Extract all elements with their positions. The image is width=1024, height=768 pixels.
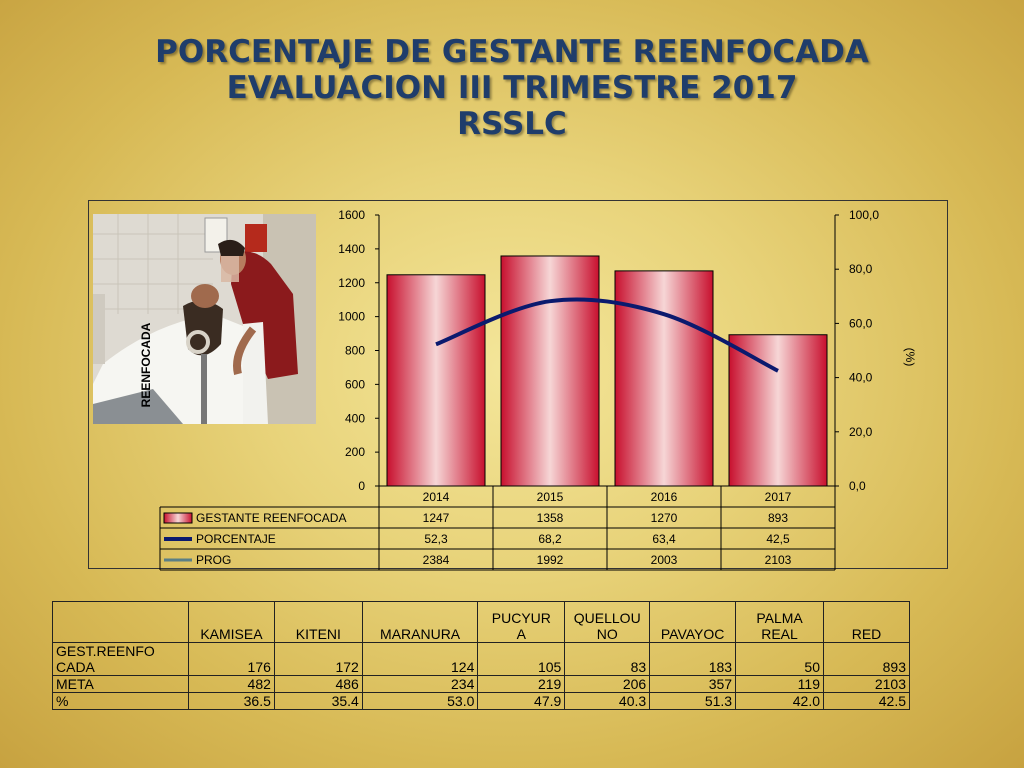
legend-data-value: 42,5 bbox=[766, 532, 790, 546]
table-cell: 357 bbox=[649, 675, 737, 693]
table-cell: 36.5 bbox=[188, 692, 275, 710]
y2-tick-label: 0,0 bbox=[849, 479, 866, 493]
table-cell: 42.5 bbox=[823, 692, 910, 710]
y-tick-label: 1400 bbox=[338, 242, 365, 256]
row-label: META bbox=[52, 675, 189, 693]
y2-tick-label: 40,0 bbox=[849, 371, 873, 385]
column-header: RED bbox=[823, 601, 910, 643]
y-tick-label: 1000 bbox=[338, 310, 365, 324]
legend-key-bar bbox=[163, 512, 193, 524]
y-tick-label: 800 bbox=[345, 344, 365, 358]
legend-data-value: 2003 bbox=[651, 553, 678, 567]
title-line-1: PORCENTAJE DE GESTANTE REENFOCADA bbox=[155, 34, 869, 70]
column-header: PAVAYOC bbox=[649, 601, 737, 643]
legend-series-name: GESTANTE REENFOCADA bbox=[196, 511, 346, 525]
table-cell: 893 bbox=[823, 642, 910, 676]
row-label: GEST.REENFO CADA bbox=[52, 642, 189, 676]
column-header: QUELLOU NO bbox=[564, 601, 651, 643]
y2-axis-label: (%) bbox=[903, 348, 917, 367]
legend-data-value: 52,3 bbox=[424, 532, 448, 546]
legend-series-name: PORCENTAJE bbox=[196, 532, 276, 546]
photo-illustration bbox=[93, 214, 316, 424]
bar-gestante-2015 bbox=[500, 255, 600, 487]
y2-tick-label: 60,0 bbox=[849, 316, 873, 330]
title-line-2: EVALUACION III TRIMESTRE 2017 bbox=[226, 70, 798, 106]
y-axis-label: REENFOCADA bbox=[139, 322, 153, 407]
y-tick-label: 600 bbox=[345, 377, 365, 391]
table-cell: 53.0 bbox=[361, 692, 479, 710]
column-header: KITENI bbox=[273, 601, 363, 643]
table-cell: 83 bbox=[564, 642, 651, 676]
bars-group bbox=[386, 255, 828, 487]
table-cell: 2103 bbox=[823, 675, 910, 693]
y-tick-label: 400 bbox=[345, 411, 365, 425]
y2-tick-label: 100,0 bbox=[849, 208, 879, 222]
column-header: MARANURA bbox=[361, 601, 479, 643]
table-cell: 486 bbox=[273, 675, 363, 693]
table-cell: 482 bbox=[188, 675, 275, 693]
legend-data-value: 68,2 bbox=[538, 532, 562, 546]
table-cell: 234 bbox=[361, 675, 479, 693]
title-line-3: RSSLC bbox=[457, 106, 567, 142]
table-cell: 105 bbox=[477, 642, 566, 676]
district-table: KAMISEA KITENI MARANURA PUCYUR A QUELLOU NO PAV… bbox=[52, 601, 910, 710]
y2-tick-label: 80,0 bbox=[849, 262, 873, 276]
legend-data-value: 1992 bbox=[537, 553, 564, 567]
row-label: % bbox=[52, 692, 189, 710]
bar-gestante-2014 bbox=[386, 274, 486, 487]
legend-data-value: 1270 bbox=[651, 511, 678, 525]
bar-gestante-2017 bbox=[728, 334, 828, 487]
table-cell: 35.4 bbox=[273, 692, 363, 710]
column-header bbox=[52, 601, 189, 643]
legend-data-value: 2384 bbox=[423, 553, 450, 567]
table-cell: 219 bbox=[477, 675, 566, 693]
column-header: PUCYUR A bbox=[477, 601, 566, 643]
table-header-row: KAMISEA KITENI MARANURA PUCYUR A QUELLOU NO PAV… bbox=[52, 601, 910, 643]
legend-data-value: 1358 bbox=[537, 511, 564, 525]
bar-gestante-2016 bbox=[614, 270, 714, 487]
table-cell: 119 bbox=[735, 675, 824, 693]
axes-group: 0 200 400 600 800 1000 1200 1400 1600 0,0 20,0 40,0… bbox=[338, 208, 879, 493]
legend-data-value: 893 bbox=[768, 511, 788, 525]
column-header: KAMISEA bbox=[188, 601, 275, 643]
legend-data-value: 63,4 bbox=[652, 532, 676, 546]
x-category-label: 2017 bbox=[765, 490, 792, 504]
column-header: PALMA REAL bbox=[735, 601, 824, 643]
patient-nurse-photo bbox=[93, 214, 316, 424]
table-row: % 36.5 35.4 53.0 47.9 40.3 51.3 42.0 42.5 bbox=[52, 692, 910, 710]
table-cell: 47.9 bbox=[477, 692, 566, 710]
line-group bbox=[435, 297, 779, 373]
table-cell: 40.3 bbox=[564, 692, 651, 710]
chart-frame bbox=[88, 200, 948, 569]
legend-data-table: 2014 2015 2016 2017 GESTANTE REENFOCADA 1247 1… bbox=[159, 485, 836, 571]
x-category-label: 2015 bbox=[537, 490, 564, 504]
x-category-label: 2016 bbox=[651, 490, 678, 504]
table-cell: 51.3 bbox=[649, 692, 737, 710]
table-cell: 42.0 bbox=[735, 692, 824, 710]
y-tick-label: 1200 bbox=[338, 276, 365, 290]
table-cell: 172 bbox=[273, 642, 363, 676]
legend-data-value: 1247 bbox=[423, 511, 450, 525]
y-tick-label: 0 bbox=[358, 479, 365, 493]
x-category-label: 2014 bbox=[423, 490, 450, 504]
line-porcentaje bbox=[435, 297, 779, 373]
table-cell: 206 bbox=[564, 675, 651, 693]
y2-tick-label: 20,0 bbox=[849, 425, 873, 439]
table-cell: 176 bbox=[188, 642, 275, 676]
table-cell: 183 bbox=[649, 642, 737, 676]
y-tick-label: 1600 bbox=[338, 208, 365, 222]
table-row: GEST.REENFO CADA 176 172 124 105 83 183 50 893 bbox=[52, 642, 910, 676]
table-cell: 124 bbox=[361, 642, 479, 676]
slide-title: PORCENTAJE DE GESTANTE REENFOCADA EVALUA… bbox=[0, 34, 1024, 142]
legend-series-name: PROG bbox=[196, 553, 231, 567]
legend-data-value: 2103 bbox=[765, 553, 792, 567]
table-cell: 50 bbox=[735, 642, 824, 676]
table-row: META 482 486 234 219 206 357 119 2103 bbox=[52, 675, 910, 693]
y-tick-label: 200 bbox=[345, 445, 365, 459]
